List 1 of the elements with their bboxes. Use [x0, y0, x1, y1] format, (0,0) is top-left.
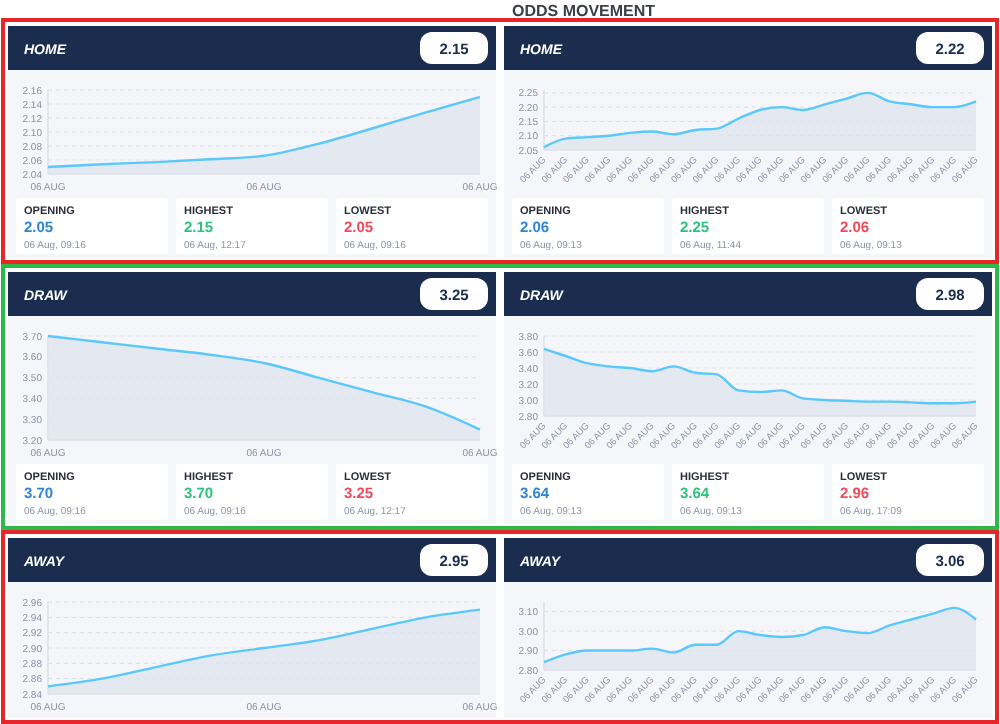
text: ODDS MOVEMENT: [512, 2, 656, 20]
